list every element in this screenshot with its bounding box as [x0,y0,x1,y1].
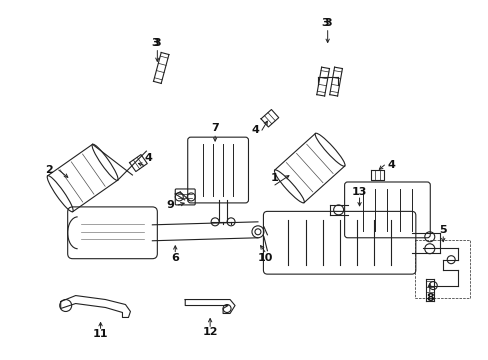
Text: 4: 4 [250,125,258,135]
Text: 8: 8 [425,293,433,302]
Text: 11: 11 [93,329,108,339]
Text: 4: 4 [144,153,152,163]
Text: 3: 3 [151,37,159,48]
Text: 12: 12 [202,327,218,337]
Text: 13: 13 [351,187,366,197]
Text: 3: 3 [153,37,161,48]
Text: 7: 7 [211,123,219,133]
Text: 6: 6 [171,253,179,263]
Text: 9: 9 [166,200,174,210]
Text: 1: 1 [270,173,278,183]
Text: 5: 5 [439,225,446,235]
Text: 4: 4 [386,160,395,170]
Text: 3: 3 [323,18,331,28]
Text: 3: 3 [320,18,328,28]
Text: 10: 10 [257,253,272,263]
Text: 2: 2 [45,165,53,175]
